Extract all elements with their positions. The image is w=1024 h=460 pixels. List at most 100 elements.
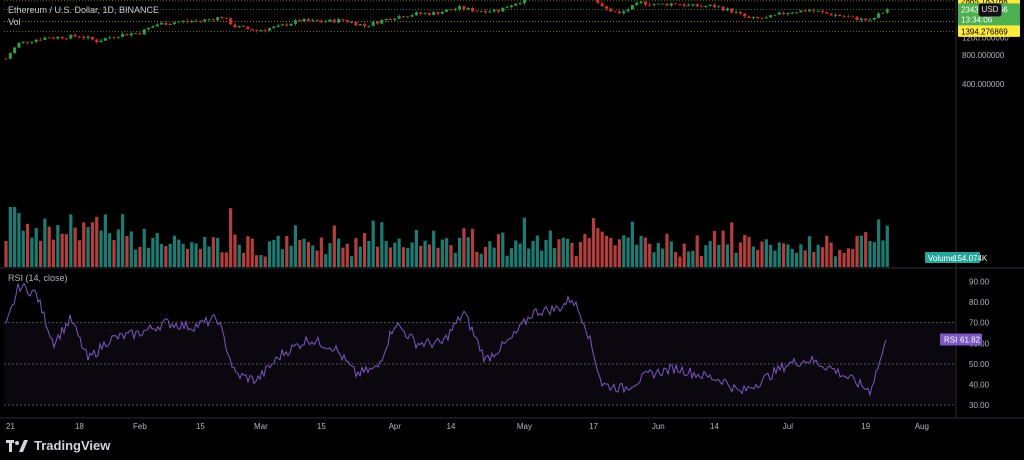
volume-bar: [786, 244, 790, 267]
candle-body: [626, 9, 630, 12]
volume-bar: [207, 246, 211, 267]
time-axis: 21 18 Feb 15 Mar 15 Apr 14 May 17 Jun 14 Jul 19 Aug: [6, 422, 929, 431]
candle-body: [112, 37, 116, 39]
candle-body: [401, 16, 405, 18]
volume-bar: [855, 236, 859, 267]
candle-body: [52, 38, 56, 39]
candle-body: [64, 38, 68, 40]
candle-body: [782, 12, 786, 15]
candle-body: [82, 36, 86, 39]
volume-bar: [604, 235, 609, 267]
time-tick-label: 21: [6, 422, 15, 431]
candle-body: [350, 21, 354, 23]
volume-bar: [350, 256, 354, 267]
candle-body: [319, 20, 323, 22]
volume-bar: [570, 242, 574, 267]
candle-body: [250, 29, 254, 31]
volume-bar: [354, 238, 358, 267]
volume-bar: [293, 225, 298, 267]
candle-body: [371, 21, 375, 26]
time-tick-label: 14: [710, 422, 719, 431]
volume-bar: [134, 249, 138, 267]
candle-body: [885, 9, 889, 13]
candle-body: [652, 4, 656, 6]
candle-body: [388, 18, 392, 21]
volume-bar: [432, 230, 436, 267]
volume-bar: [151, 237, 155, 267]
volume-bar: [397, 238, 401, 267]
candle-body: [125, 33, 129, 36]
candle-body: [108, 37, 112, 39]
price-tick-label: 400.000000: [962, 80, 1005, 89]
volume-bar: [406, 248, 410, 267]
candle-body: [207, 19, 211, 21]
candle-body: [237, 26, 241, 28]
volume-bar: [449, 245, 453, 267]
candle-body: [622, 11, 626, 14]
volume-bar: [289, 245, 293, 267]
volume-bar: [721, 230, 725, 267]
candle-body: [786, 12, 790, 15]
volume-bar: [99, 230, 103, 267]
candle-body: [682, 4, 686, 7]
candle-body: [777, 12, 781, 15]
volume-bar: [69, 214, 73, 267]
countdown-value: 13:34:06: [961, 15, 993, 24]
time-tick-label: 15: [317, 422, 326, 431]
volume-bar: [704, 245, 708, 267]
volume-bar: [47, 226, 51, 267]
candle-body: [367, 25, 371, 27]
volume-bar: [90, 222, 94, 267]
volume-bar: [82, 222, 86, 267]
volume-bar: [803, 250, 807, 267]
candle-body: [479, 11, 483, 12]
candle-body: [302, 19, 306, 22]
volume-bar: [885, 225, 889, 267]
volume-bar: [648, 243, 652, 267]
volume-bar: [4, 240, 8, 267]
symbol-title[interactable]: Ethereum / U.S. Dollar, 1D, BINANCE: [8, 5, 160, 15]
candle-body: [872, 17, 876, 20]
tradingview-logo[interactable]: TradingView: [6, 438, 110, 453]
volume-bar: [328, 243, 332, 267]
candle-body: [484, 11, 488, 13]
volume-bar: [73, 227, 77, 267]
volume-bar: [129, 231, 133, 267]
candle-body: [47, 37, 51, 39]
volume-bar: [401, 247, 406, 267]
candle-body: [324, 21, 328, 23]
chart-header: Ethereum / U.S. Dollar, 1D, BINANCE Vol: [8, 4, 159, 28]
candle-body: [427, 13, 431, 15]
volume-bar: [695, 235, 699, 267]
candle-body: [172, 22, 176, 24]
volume-bar: [777, 242, 781, 267]
candle-body: [410, 15, 414, 17]
candle-body: [449, 9, 453, 11]
volume-bar: [872, 242, 876, 267]
volume-bars: [4, 207, 889, 267]
candle-body: [393, 18, 397, 21]
candle-body: [492, 9, 496, 12]
candle-body: [43, 37, 47, 40]
candle-body: [8, 53, 12, 59]
candle-body: [669, 3, 673, 6]
volume-bar: [423, 240, 427, 267]
candle-body: [630, 5, 634, 10]
volume-bar: [302, 238, 306, 267]
volume-bar: [738, 242, 742, 267]
volume-bar: [453, 252, 457, 267]
candle-body: [332, 19, 336, 23]
volume-bar: [825, 235, 829, 267]
candle-body: [488, 11, 492, 13]
currency-button[interactable]: USD: [978, 3, 1002, 17]
volume-bar: [38, 240, 43, 267]
volume-bar: [362, 233, 367, 267]
candle-body: [812, 10, 816, 12]
candle-body: [103, 38, 107, 41]
candle-body: [220, 17, 224, 19]
candle-body: [825, 12, 829, 14]
candle-body: [829, 13, 833, 16]
volume-bar: [272, 239, 276, 267]
price-tick-label: 800.000000: [962, 51, 1005, 60]
